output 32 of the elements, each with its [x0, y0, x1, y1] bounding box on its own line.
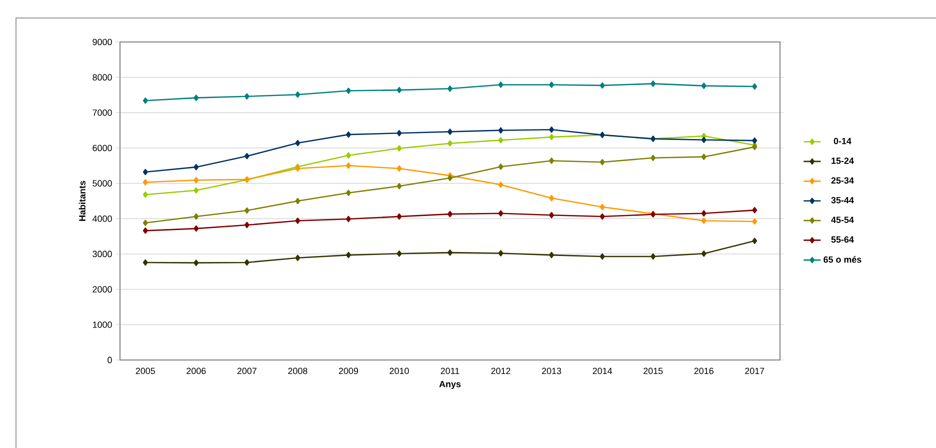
x-tick-label: 2016: [694, 368, 714, 374]
legend-label: 45-54: [831, 216, 854, 223]
legend-label: 25-34: [831, 177, 854, 184]
x-tick-label: 2011: [440, 368, 460, 374]
x-tick-label: 2013: [542, 368, 562, 374]
y-tick-label: 6000: [92, 144, 112, 152]
y-tick-label: 0: [108, 356, 112, 364]
x-tick-label: 2006: [186, 368, 206, 374]
y-tick-label: 5000: [92, 180, 112, 187]
y-tick-label: 3000: [92, 250, 112, 258]
legend-label: 15-24: [832, 158, 854, 164]
y-tick-label: 8000: [92, 74, 112, 81]
x-tick-label: 2007: [237, 368, 256, 374]
x-axis-title: Anys: [439, 380, 461, 389]
legend-label: 0-14: [834, 138, 852, 144]
x-tick-label: 2008: [288, 368, 308, 374]
y-tick-label: 2000: [92, 286, 112, 292]
legend-label: 55-64: [831, 236, 854, 243]
legend-label: 65 o més: [824, 256, 862, 263]
y-axis-title: Habitants: [78, 180, 86, 221]
x-tick-label: 2009: [338, 368, 358, 374]
y-tick-label: 1000: [92, 321, 112, 328]
x-tick-label: 2017: [745, 368, 764, 374]
legend-label: 35-44: [831, 196, 854, 204]
y-tick-label: 7000: [92, 109, 112, 116]
x-tick-label: 2012: [491, 368, 510, 374]
y-tick-label: 4000: [92, 215, 112, 222]
x-tick-label: 2014: [592, 368, 612, 374]
x-tick-label: 2005: [136, 368, 155, 374]
x-tick-label: 2010: [390, 368, 409, 374]
y-tick-label: 9000: [92, 38, 112, 46]
x-tick-label: 2015: [644, 368, 663, 374]
